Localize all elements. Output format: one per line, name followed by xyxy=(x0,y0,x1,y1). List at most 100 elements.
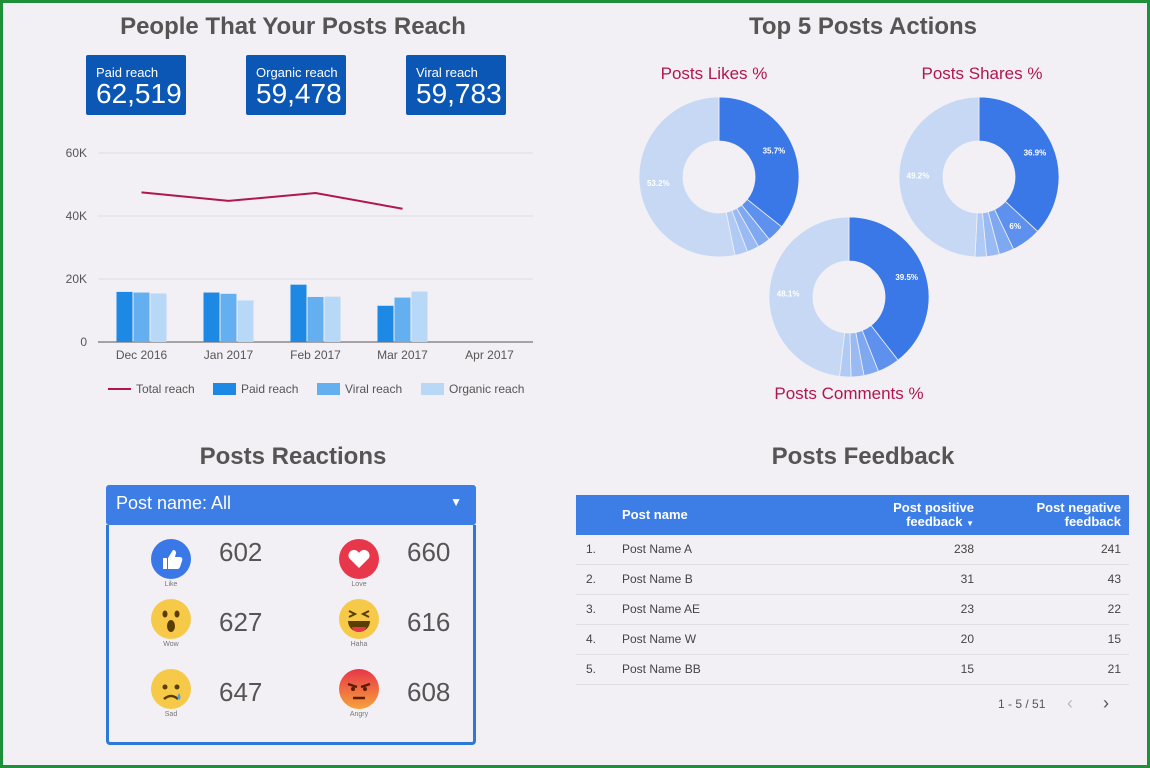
kpi-value: 59,478 xyxy=(256,78,342,109)
table-row[interactable]: 4. Post Name W 20 15 xyxy=(576,625,1129,655)
angry-icon xyxy=(339,669,379,709)
kpi-label: Organic reach xyxy=(256,65,338,80)
row-positive: 23 xyxy=(960,602,974,616)
y-tick-label: 40K xyxy=(66,209,87,223)
legend-label: Viral reach xyxy=(345,382,402,396)
header-line: Post negative xyxy=(1036,500,1121,515)
header-line: Post positive xyxy=(893,500,974,515)
reaction-count: 608 xyxy=(407,677,451,707)
actions-title: Top 5 Posts Actions xyxy=(748,13,978,40)
x-tick-label: Jan 2017 xyxy=(204,348,254,362)
column-header-post-name[interactable]: Post name xyxy=(622,507,688,522)
bar xyxy=(411,291,428,342)
haha-icon xyxy=(339,599,379,639)
row-negative: 22 xyxy=(1107,602,1121,616)
row-index: 1. xyxy=(586,542,597,556)
donut-slice xyxy=(848,216,930,361)
wow-icon xyxy=(151,599,191,639)
bar xyxy=(150,293,167,342)
donut-title: Posts Comments % xyxy=(774,384,923,403)
row-post-name: Post Name AE xyxy=(622,602,701,616)
header-line: feedback xyxy=(1064,514,1121,529)
bar xyxy=(394,297,411,342)
row-positive: 31 xyxy=(960,572,974,586)
pagination-label: 1 - 5 / 51 xyxy=(998,697,1046,711)
x-tick-label: Apr 2017 xyxy=(465,348,514,362)
x-tick-label: Feb 2017 xyxy=(290,348,341,362)
legend-swatch xyxy=(317,383,340,395)
slice-label: 6% xyxy=(1009,222,1021,231)
slice-label: 48.1% xyxy=(777,289,800,298)
table-header: Post name Post positive feedback ▼ Post … xyxy=(576,495,1129,535)
chevron-down-icon[interactable]: ▼ xyxy=(450,495,462,509)
bar xyxy=(307,296,324,342)
slice-label: 39.5% xyxy=(895,273,918,282)
slice-label: 36.9% xyxy=(1024,149,1047,158)
reaction-count: 602 xyxy=(219,537,263,567)
bar xyxy=(237,300,254,342)
kpi-value: 59,783 xyxy=(416,78,502,109)
kpi-value: 62,519 xyxy=(96,78,182,109)
next-page-button[interactable]: › xyxy=(1103,693,1109,713)
reactions-title: Posts Reactions xyxy=(199,443,387,470)
post-name-dropdown[interactable]: Post name: All ▼ xyxy=(106,485,476,525)
legend-label: Paid reach xyxy=(241,382,298,396)
reactions-panel: Like 602 Love 660 Wow 627 Haha 616 xyxy=(106,525,476,745)
column-header-negative[interactable]: Post negative feedback xyxy=(1036,501,1121,529)
like-icon xyxy=(151,539,191,579)
row-index: 3. xyxy=(586,602,597,616)
x-tick-label: Mar 2017 xyxy=(377,348,428,362)
reaction-label: Sad xyxy=(164,711,178,718)
y-tick-label: 0 xyxy=(80,335,87,349)
bar xyxy=(290,284,307,342)
slice-label: 49.2% xyxy=(907,171,930,180)
table-row[interactable]: 5. Post Name BB 15 21 xyxy=(576,655,1129,685)
y-tick-label: 60K xyxy=(66,146,87,160)
reaction-label: Like xyxy=(164,581,178,588)
reaction-angry: Angry xyxy=(339,669,379,718)
donut-title: Posts Shares % xyxy=(922,64,1043,83)
prev-page-button[interactable]: ‹ xyxy=(1067,693,1073,713)
column-header-positive[interactable]: Post positive feedback ▼ xyxy=(893,501,974,531)
donut-slice xyxy=(638,96,736,258)
bar xyxy=(220,293,237,342)
row-post-name: Post Name A xyxy=(622,542,693,556)
reaction-count: 647 xyxy=(219,677,263,707)
donut-slice xyxy=(768,216,850,377)
row-negative: 21 xyxy=(1107,662,1121,676)
y-tick-label: 20K xyxy=(66,272,87,286)
table-row[interactable]: 1. Post Name A 238 241 xyxy=(576,535,1129,565)
feedback-title: Posts Feedback xyxy=(771,443,955,470)
row-positive: 15 xyxy=(960,662,974,676)
kpi-viral-reach: Viral reach 59,783 xyxy=(406,55,506,115)
row-positive: 20 xyxy=(960,632,974,646)
reach-title: People That Your Posts Reach xyxy=(120,13,466,40)
donut-chart: Posts Comments % 39.5% 48.1% xyxy=(768,216,930,403)
legend-label: Organic reach xyxy=(449,382,524,396)
kpi-paid-reach: Paid reach 62,519 xyxy=(86,55,186,115)
donut-chart: Posts Shares % 36.9% 6% 49.2% xyxy=(898,64,1060,258)
series-line xyxy=(141,191,403,210)
donut-slice xyxy=(718,96,800,228)
row-post-name: Post Name W xyxy=(622,632,697,646)
legend-swatch xyxy=(213,383,236,395)
bar xyxy=(377,305,394,342)
x-tick-label: Dec 2016 xyxy=(116,348,168,362)
donut-slice xyxy=(978,96,1060,232)
donut-slice xyxy=(898,96,980,258)
row-index: 5. xyxy=(586,662,597,676)
legend-swatch xyxy=(421,383,444,395)
reaction-label: Love xyxy=(351,581,367,588)
table-row[interactable]: 2. Post Name B 31 43 xyxy=(576,565,1129,595)
row-post-name: Post Name BB xyxy=(622,662,701,676)
sort-desc-icon: ▼ xyxy=(966,519,974,528)
donut-title: Posts Likes % xyxy=(661,64,768,83)
reaction-love: Love xyxy=(339,539,379,588)
row-positive: 238 xyxy=(953,542,974,556)
row-negative: 43 xyxy=(1107,572,1121,586)
table-row[interactable]: 3. Post Name AE 23 22 xyxy=(576,595,1129,625)
row-post-name: Post Name B xyxy=(622,572,693,586)
feedback-table: Post name Post positive feedback ▼ Post … xyxy=(576,495,1129,685)
reaction-count: 616 xyxy=(407,607,451,637)
reaction-like: Like xyxy=(151,539,191,588)
